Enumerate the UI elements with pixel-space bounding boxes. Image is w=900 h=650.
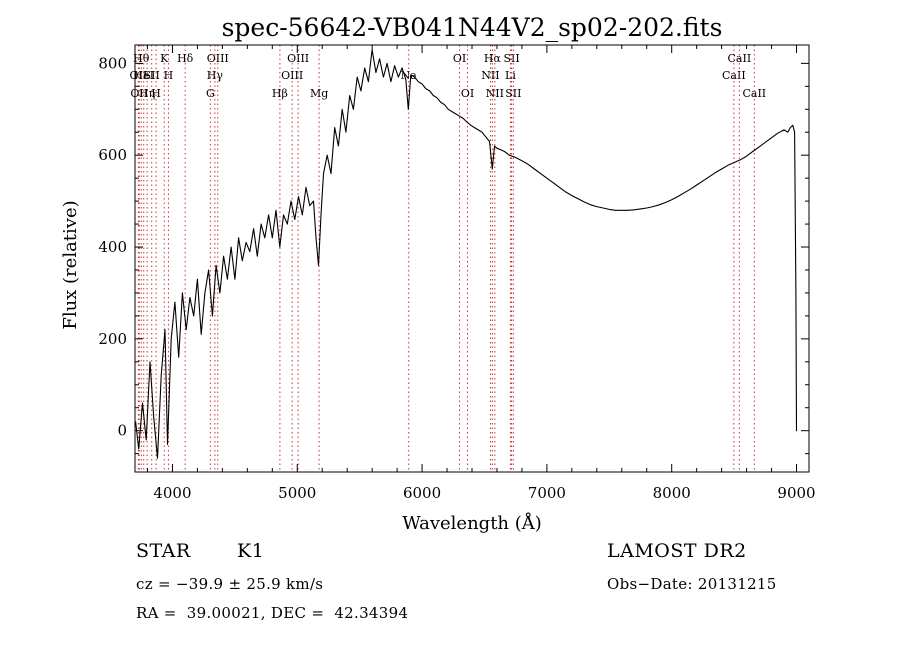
x-tick-label: 4000 <box>153 484 191 502</box>
line-marker-label: SII <box>503 52 519 65</box>
obs-date-text: Obs−Date: 20131215 <box>607 575 777 593</box>
y-tick-label: 600 <box>98 146 127 164</box>
plot-area <box>135 49 798 459</box>
y-tick-label: 800 <box>98 54 127 72</box>
x-tick-label: 8000 <box>653 484 691 502</box>
line-marker-label: H <box>151 87 161 100</box>
line-marker-label: G <box>206 87 215 100</box>
x-tick-label: 7000 <box>528 484 566 502</box>
line-marker-label: Hθ <box>133 52 150 65</box>
line-marker-label: SII <box>505 87 521 100</box>
survey-name: LAMOST DR2 <box>607 540 747 562</box>
line-marker-label: Hη <box>139 87 155 100</box>
y-axis-label: Flux (relative) <box>60 200 81 329</box>
chart-title: spec-56642-VB041N44V2_sp02-202.fits <box>222 13 723 42</box>
line-marker-label: OIII <box>207 52 229 65</box>
y-tick-label: 400 <box>98 238 127 256</box>
line-marker-label: Mg <box>310 87 328 100</box>
x-tick-label: 9000 <box>777 484 815 502</box>
line-marker-label: OI <box>453 52 466 65</box>
coordinates-text: RA = 39.00021, DEC = 42.34394 <box>136 604 409 622</box>
axis-ticks: 4000 5000 6000 7000 8000 9000 0 200 400 600 800 <box>98 45 816 502</box>
line-marker-label: Li <box>505 69 516 82</box>
x-tick-label: 5000 <box>278 484 316 502</box>
line-marker-label: CaII <box>728 52 752 65</box>
x-axis-label: Wavelength (Å) <box>402 512 542 534</box>
line-marker-label: Hβ <box>272 87 288 100</box>
line-marker-label: CaII <box>722 69 746 82</box>
line-marker-label: HeI <box>134 69 154 82</box>
line-marker-label: OIII <box>281 69 303 82</box>
line-marker-label: OIII <box>287 52 309 65</box>
line-marker-label: OI <box>461 87 474 100</box>
line-marker-label: CaII <box>742 87 766 100</box>
spectrum-line-0 <box>135 49 798 459</box>
redshift-text: cz = −39.9 ± 25.9 km/s <box>136 575 324 593</box>
line-markers: OIIOIIHθHeIHηSIIHKHHδGHγOIIIHβOIIIOIIIMg… <box>130 45 766 472</box>
plot-frame <box>134 44 810 473</box>
object-subclass: K1 <box>237 540 265 562</box>
line-marker-label: NII <box>486 87 504 100</box>
line-marker-label: OII <box>130 69 148 82</box>
line-marker-label: H <box>164 69 174 82</box>
y-tick-label: 200 <box>98 330 127 348</box>
x-tick-label: 6000 <box>403 484 441 502</box>
line-marker-label: NII <box>481 69 499 82</box>
line-marker-label: SII <box>144 69 160 82</box>
line-marker-label: Hα <box>484 52 502 65</box>
line-marker-label: K <box>160 52 169 65</box>
line-marker-label: Hγ <box>207 69 224 82</box>
y-tick-label: 0 <box>117 422 127 440</box>
line-marker-label: Hδ <box>177 52 194 65</box>
line-marker-label: Na <box>401 69 418 82</box>
object-class: STAR <box>136 540 191 562</box>
